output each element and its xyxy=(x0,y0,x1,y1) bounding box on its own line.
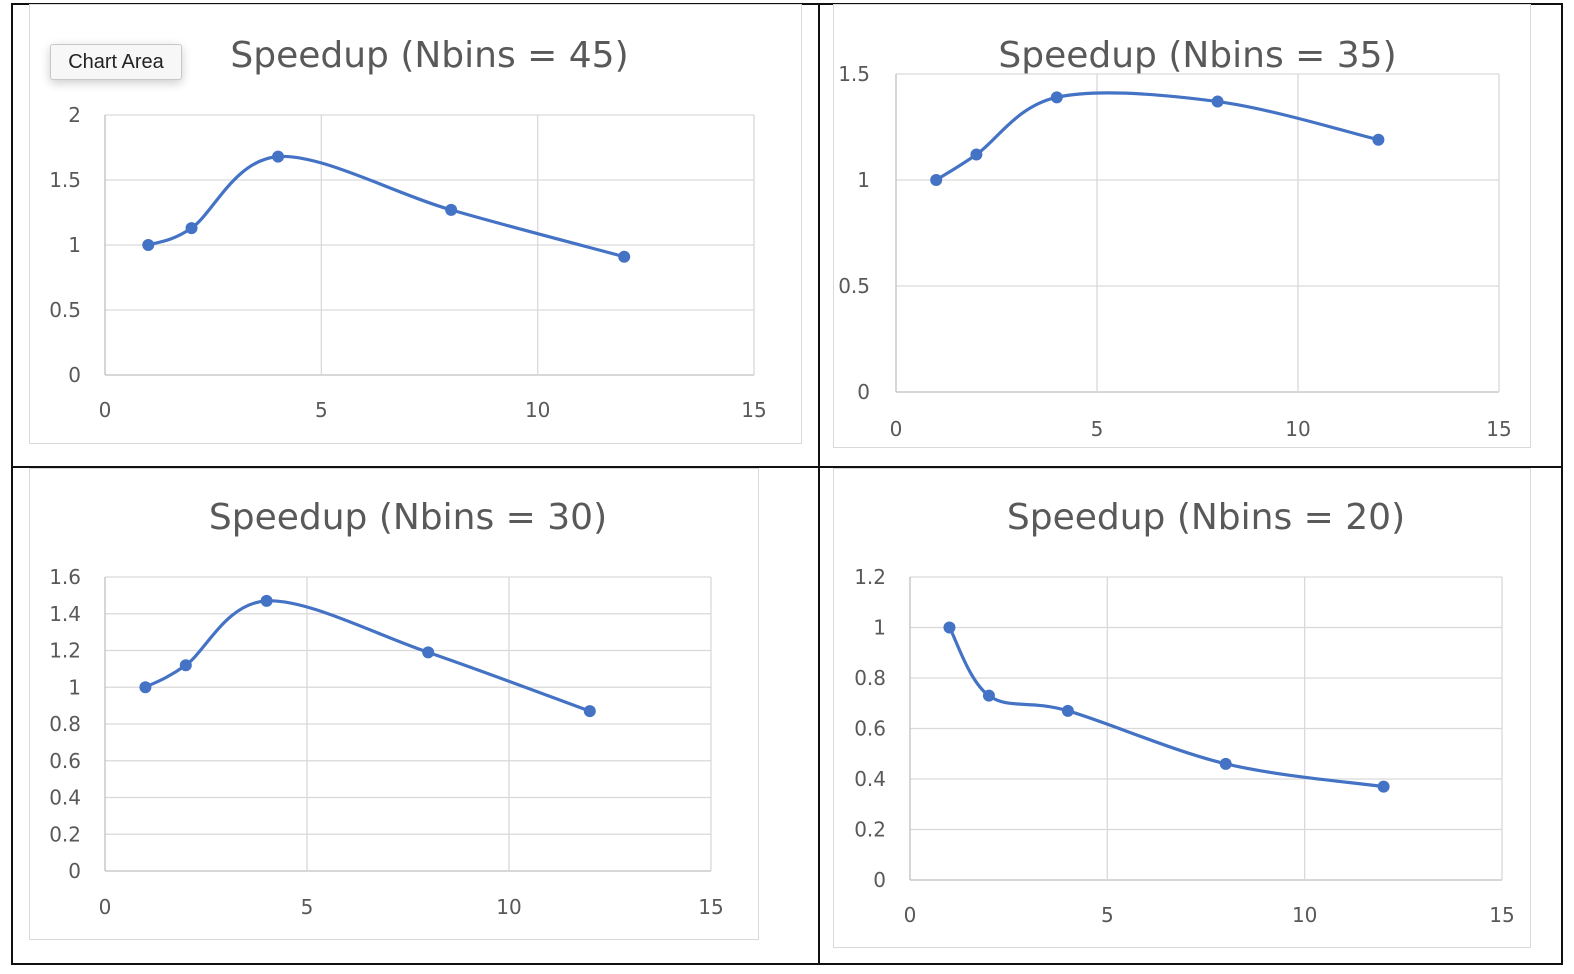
series-line xyxy=(146,154,626,259)
y-tick-label: 0.5 xyxy=(838,274,870,298)
x-tick-label: 10 xyxy=(496,895,521,919)
y-tick-label: 1 xyxy=(857,168,870,192)
data-point xyxy=(930,174,943,186)
chart-svg: Speedup (Nbins = 30) 0 0.2 0.4 0.6 0.8 1 1.2 1.4… xyxy=(49,497,724,919)
data-point xyxy=(943,621,956,634)
y-tick-label: 1.5 xyxy=(838,62,870,86)
series-line xyxy=(934,91,1380,182)
y-tick-label: 1.6 xyxy=(49,565,81,589)
data-point xyxy=(618,250,631,263)
y-tick-label: 0.2 xyxy=(49,822,81,846)
chart-svg: Speedup (Nbins = 45) 0 0.5 1 1.5 2 0 5 10 15 xyxy=(49,35,767,422)
y-tick-label: 1 xyxy=(68,675,81,699)
data-point xyxy=(1372,133,1385,146)
chart-title: Speedup (Nbins = 30) xyxy=(209,497,607,538)
x-tick-label: 15 xyxy=(741,398,766,422)
chart-area-tooltip: Chart Area xyxy=(50,44,182,80)
data-point xyxy=(982,689,995,702)
data-point xyxy=(1061,704,1074,717)
x-tick-label: 15 xyxy=(1486,417,1511,441)
y-tick-label: 0.4 xyxy=(49,786,81,810)
y-tick-label: 0 xyxy=(857,380,870,404)
y-tick-label: 0.6 xyxy=(49,749,81,773)
y-tick-label: 1.2 xyxy=(49,639,81,663)
y-tick-label: 0.2 xyxy=(854,818,886,842)
chart-speedup-nbins-30[interactable]: Speedup (Nbins = 30) 0 0.2 0.4 0.6 0.8 1 1.2 1.4… xyxy=(29,468,759,940)
data-point xyxy=(185,222,198,235)
data-point xyxy=(583,705,596,718)
chart-svg: Speedup (Nbins = 35) 0 0.5 1 1.5 0 5 10 15 xyxy=(838,35,1512,441)
data-point xyxy=(422,646,435,659)
grid-divider-horizontal xyxy=(13,466,1561,468)
y-tick-label: 2 xyxy=(68,103,81,127)
x-tick-label: 5 xyxy=(315,398,328,422)
data-point xyxy=(260,594,273,607)
chart-speedup-nbins-35[interactable]: Speedup (Nbins = 35) 0 0.5 1 1.5 0 5 10 15 xyxy=(833,4,1531,448)
y-tick-label: 1.2 xyxy=(854,565,886,589)
data-point xyxy=(445,203,458,216)
y-tick-label: 0 xyxy=(68,363,81,387)
data-point xyxy=(139,681,152,694)
y-tick-label: 1.5 xyxy=(49,168,81,192)
y-tick-label: 1 xyxy=(873,616,886,640)
chart-svg: Speedup (Nbins = 20) 0 0.2 0.4 0.6 0.8 1 1.2 0 5 1… xyxy=(854,497,1515,927)
y-tick-label: 0.8 xyxy=(854,666,886,690)
x-tick-label: 0 xyxy=(99,895,112,919)
data-point xyxy=(1219,757,1232,770)
x-tick-label: 10 xyxy=(1292,903,1317,927)
x-tick-label: 5 xyxy=(1091,417,1104,441)
x-tick-label: 10 xyxy=(525,398,550,422)
x-tick-label: 10 xyxy=(1285,417,1310,441)
x-tick-label: 5 xyxy=(1101,903,1114,927)
y-tick-label: 0.4 xyxy=(854,767,886,791)
x-tick-label: 0 xyxy=(99,398,112,422)
grid-divider-vertical xyxy=(818,5,820,963)
series-line xyxy=(143,599,592,713)
x-tick-label: 15 xyxy=(1489,903,1514,927)
x-tick-label: 5 xyxy=(301,895,314,919)
data-point xyxy=(1211,95,1224,108)
y-tick-label: 0 xyxy=(873,868,886,892)
y-tick-label: 0 xyxy=(68,859,81,883)
y-tick-label: 1.4 xyxy=(49,602,81,626)
x-tick-label: 0 xyxy=(890,417,903,441)
chart-title: Speedup (Nbins = 20) xyxy=(1007,497,1405,538)
chart-title: Speedup (Nbins = 45) xyxy=(230,35,628,76)
data-point xyxy=(179,659,192,672)
data-point xyxy=(142,239,155,251)
data-point xyxy=(1377,780,1390,793)
chart-speedup-nbins-20[interactable]: Speedup (Nbins = 20) 0 0.2 0.4 0.6 0.8 1 1.2 0 5 1… xyxy=(833,468,1531,948)
y-tick-label: 0.8 xyxy=(49,712,81,736)
y-tick-label: 0.6 xyxy=(854,717,886,741)
series-line xyxy=(947,625,1386,789)
x-tick-label: 0 xyxy=(904,903,917,927)
data-point xyxy=(970,148,983,161)
x-tick-label: 15 xyxy=(698,895,723,919)
chart-title: Speedup (Nbins = 35) xyxy=(998,35,1396,76)
data-point xyxy=(272,150,285,163)
y-tick-label: 0.5 xyxy=(49,298,81,322)
data-point xyxy=(1050,91,1063,104)
y-tick-label: 1 xyxy=(68,233,81,257)
